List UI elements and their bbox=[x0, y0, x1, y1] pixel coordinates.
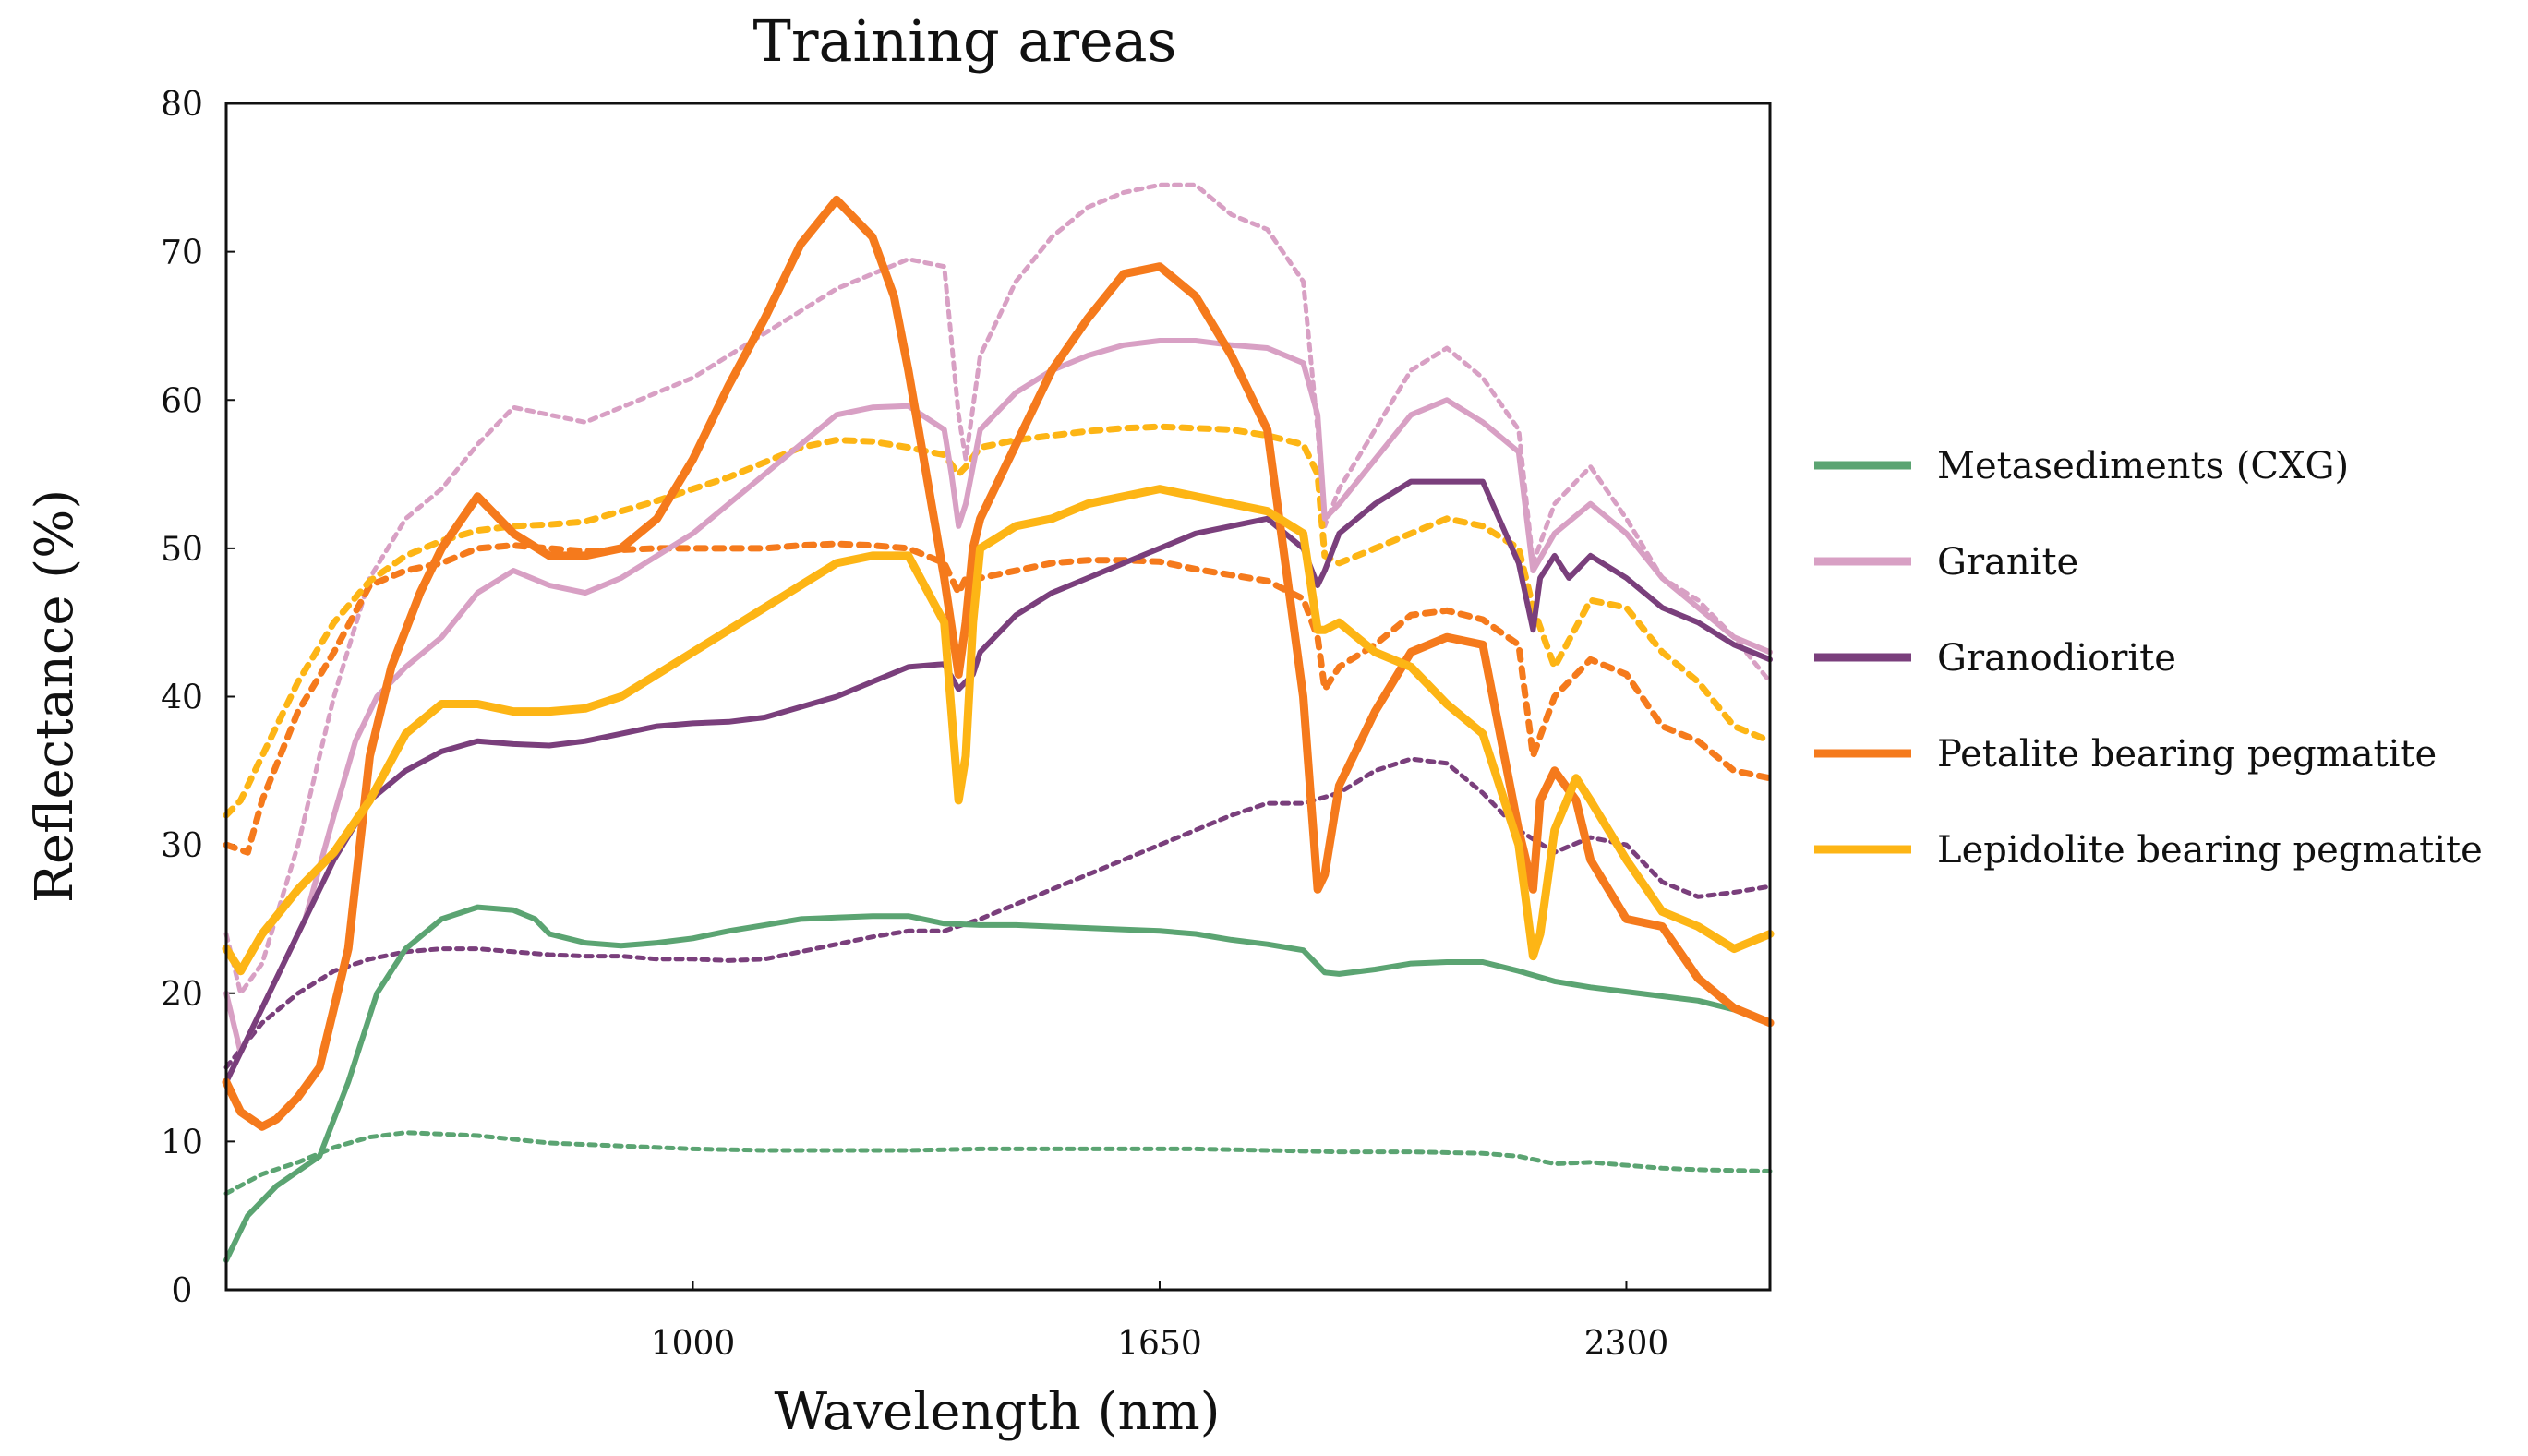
legend-label: Lepidolite bearing pegmatite bbox=[1937, 829, 2483, 872]
x-tick-label: 2300 bbox=[1584, 1325, 1669, 1363]
y-tick-label: 0 bbox=[172, 1272, 193, 1310]
legend-label: Petalite bearing pegmatite bbox=[1937, 733, 2437, 776]
y-tick-label: 40 bbox=[161, 680, 203, 717]
plot-area bbox=[222, 182, 1775, 1263]
series-line-granodiorite bbox=[223, 478, 1773, 1086]
y-tick-label: 10 bbox=[161, 1124, 203, 1161]
y-tick-label: 80 bbox=[161, 86, 203, 124]
y-tick-label: 70 bbox=[161, 235, 203, 272]
series-line-petalite-bearing-pegmatite bbox=[222, 195, 1775, 1131]
series-line-lepidolite-bearing-pegmatite bbox=[222, 485, 1775, 976]
y-tick-label: 30 bbox=[161, 827, 203, 865]
plot-frame bbox=[224, 102, 1772, 1292]
chart-title: Training areas bbox=[753, 7, 1177, 75]
y-axis-ticks: 0 10 20 30 40 50 60 70 80 bbox=[161, 86, 235, 1310]
y-tick-label: 20 bbox=[161, 976, 203, 1014]
x-axis-ticks: 1000 1650 2300 bbox=[651, 1281, 1669, 1363]
legend-label: Granite bbox=[1937, 541, 2078, 584]
series-line-petalite-bearing-pegmatite-dotted bbox=[223, 540, 1774, 856]
y-axis-label: Reflectance (%) bbox=[25, 489, 85, 903]
series-line-metasediments-cxg bbox=[223, 904, 1773, 1263]
y-tick-label: 60 bbox=[161, 382, 203, 420]
legend-label: Metasediments (CXG) bbox=[1937, 445, 2349, 487]
x-tick-label: 1000 bbox=[651, 1325, 736, 1363]
series-line-granite bbox=[223, 338, 1773, 1055]
y-tick-label: 50 bbox=[161, 531, 203, 569]
x-axis-label: Wavelength (nm) bbox=[774, 1382, 1220, 1442]
legend: Metasediments (CXG) Granite Granodiorite Pe… bbox=[1814, 445, 2483, 872]
series-line-granite-dotted bbox=[223, 182, 1773, 996]
series-line-metasediments-cxg-dotted bbox=[223, 1130, 1773, 1197]
x-tick-label: 1650 bbox=[1117, 1325, 1202, 1363]
legend-label: Granodiorite bbox=[1937, 637, 2176, 680]
